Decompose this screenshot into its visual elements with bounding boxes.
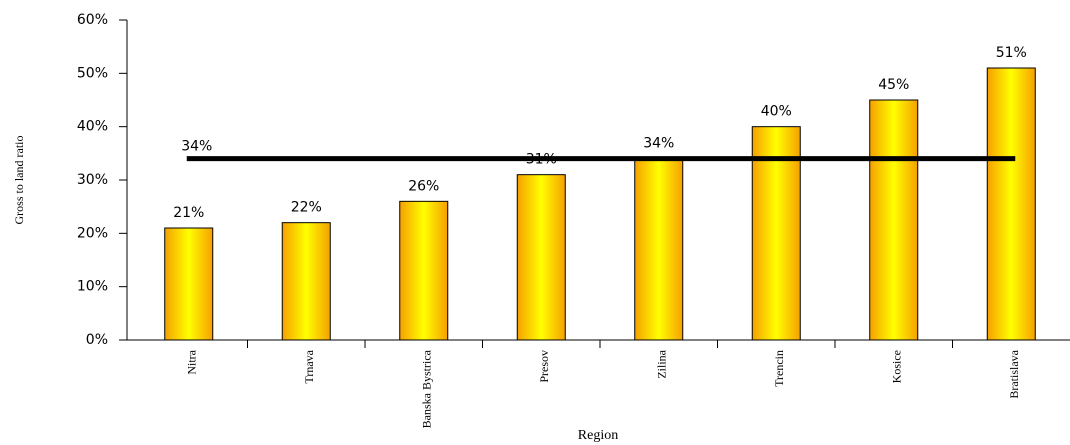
x-tick-label: Banska Bystrica xyxy=(420,349,434,428)
y-tick-label: 40% xyxy=(77,119,108,135)
y-tick-label: 0% xyxy=(86,332,108,348)
bar xyxy=(399,200,449,341)
x-tick-label: Trnava xyxy=(302,349,316,383)
x-axis-label: Region xyxy=(578,428,618,443)
bar xyxy=(751,126,801,341)
bar xyxy=(516,174,566,341)
x-tick-label: Kosice xyxy=(890,350,904,383)
value-label: 51% xyxy=(996,45,1027,61)
value-label: 45% xyxy=(878,77,909,93)
value-label: 34% xyxy=(643,136,674,152)
value-label: 40% xyxy=(761,104,792,120)
bar xyxy=(164,227,214,341)
reference-label: 34% xyxy=(181,139,212,155)
bar xyxy=(986,67,1036,341)
x-tick-label: Bratislava xyxy=(1007,349,1021,398)
value-label: 22% xyxy=(291,200,322,216)
bar xyxy=(281,222,331,341)
y-tick-label: 10% xyxy=(77,279,108,295)
y-axis-label: Gross to land ratio xyxy=(12,136,26,225)
value-label: 21% xyxy=(173,205,204,221)
x-tick-label: Zilina xyxy=(655,349,669,378)
y-tick-label: 30% xyxy=(77,172,108,188)
x-tick-label: Presov xyxy=(537,350,551,383)
value-label: 26% xyxy=(408,178,439,194)
y-tick-label: 20% xyxy=(77,225,108,241)
x-tick-label: Nitra xyxy=(185,349,199,374)
bar xyxy=(869,99,919,341)
y-tick-label: 60% xyxy=(77,12,108,28)
y-tick-label: 50% xyxy=(77,65,108,81)
bar xyxy=(634,158,684,341)
x-tick-label: Trencin xyxy=(772,350,786,387)
